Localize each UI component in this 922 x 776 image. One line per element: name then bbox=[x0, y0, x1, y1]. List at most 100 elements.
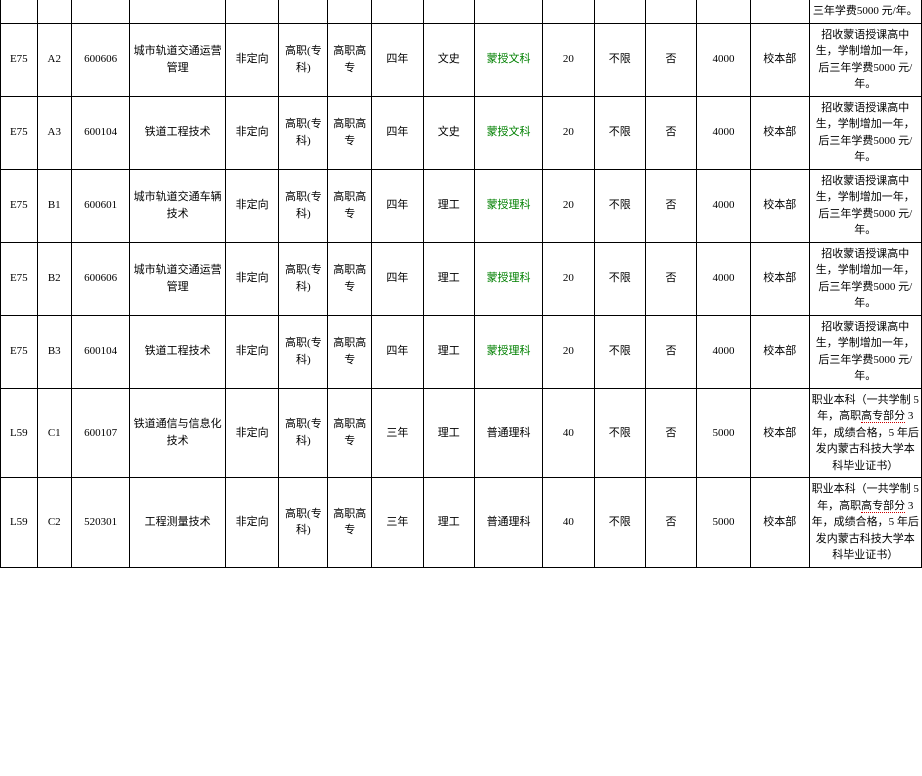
cell-fee: 4000 bbox=[697, 315, 751, 388]
enroll-subject-text: 蒙授理科 bbox=[487, 199, 531, 211]
enroll-subject-text: 蒙授理科 bbox=[487, 345, 531, 357]
cell-enroll-subject: 蒙授文科 bbox=[474, 23, 542, 96]
cell-major-name: 工程测量技术 bbox=[130, 478, 225, 568]
cell-major-name: 铁道通信与信息化技术 bbox=[130, 388, 225, 478]
cell-level: 高职(专科) bbox=[279, 388, 328, 478]
cell-limit: 不限 bbox=[594, 478, 645, 568]
cell-campus: 校本部 bbox=[750, 315, 809, 388]
cell-duration: 四年 bbox=[372, 96, 423, 169]
enroll-subject-text: 普通理科 bbox=[487, 427, 531, 439]
cell-duration: 四年 bbox=[372, 315, 423, 388]
cell-remark: 招收蒙语授课高中生，学制增加一年，后三年学费5000 元/年。 bbox=[809, 169, 921, 242]
cell-category: 高职高专 bbox=[328, 169, 372, 242]
cell-level: 高职(专科) bbox=[279, 315, 328, 388]
cell-seq: B2 bbox=[37, 242, 71, 315]
cell-flag: 否 bbox=[645, 478, 696, 568]
cell-orient: 非定向 bbox=[225, 96, 279, 169]
cell-duration: 三年 bbox=[372, 388, 423, 478]
cell-empty bbox=[645, 0, 696, 23]
cell-code: E75 bbox=[1, 242, 38, 315]
cell-major-name: 城市轨道交通运营管理 bbox=[130, 242, 225, 315]
cell-enroll-subject: 蒙授理科 bbox=[474, 242, 542, 315]
cell-limit: 不限 bbox=[594, 388, 645, 478]
cell-major-code: 520301 bbox=[71, 478, 130, 568]
cell-empty bbox=[423, 0, 474, 23]
cell-subject: 理工 bbox=[423, 478, 474, 568]
cell-duration: 四年 bbox=[372, 23, 423, 96]
cell-code: E75 bbox=[1, 96, 38, 169]
cell-limit: 不限 bbox=[594, 169, 645, 242]
cell-empty bbox=[697, 0, 751, 23]
cell-empty bbox=[594, 0, 645, 23]
table-row: E75B3600104铁道工程技术非定向高职(专科)高职高专四年理工蒙授理科20… bbox=[1, 315, 922, 388]
cell-category: 高职高专 bbox=[328, 23, 372, 96]
cell-count: 40 bbox=[543, 478, 594, 568]
cell-flag: 否 bbox=[645, 315, 696, 388]
table-row: E75A2600606城市轨道交通运营管理非定向高职(专科)高职高专四年文史蒙授… bbox=[1, 23, 922, 96]
cell-limit: 不限 bbox=[594, 23, 645, 96]
cell-empty bbox=[328, 0, 372, 23]
admission-table: 三年学费5000 元/年。E75A2600606城市轨道交通运营管理非定向高职(… bbox=[0, 0, 922, 568]
table-body: 三年学费5000 元/年。E75A2600606城市轨道交通运营管理非定向高职(… bbox=[1, 0, 922, 567]
cell-empty bbox=[71, 0, 130, 23]
cell-category: 高职高专 bbox=[328, 96, 372, 169]
cell-count: 20 bbox=[543, 169, 594, 242]
cell-level: 高职(专科) bbox=[279, 23, 328, 96]
cell-flag: 否 bbox=[645, 242, 696, 315]
enroll-subject-text: 蒙授文科 bbox=[487, 53, 531, 65]
cell-major-name: 铁道工程技术 bbox=[130, 96, 225, 169]
cell-major-name: 铁道工程技术 bbox=[130, 315, 225, 388]
cell-flag: 否 bbox=[645, 23, 696, 96]
cell-fee: 5000 bbox=[697, 388, 751, 478]
cell-remark: 职业本科（一共学制 5 年，高职高专部分 3 年，成绩合格，5 年后发内蒙古科技… bbox=[809, 388, 921, 478]
cell-orient: 非定向 bbox=[225, 23, 279, 96]
cell-limit: 不限 bbox=[594, 315, 645, 388]
cell-empty bbox=[130, 0, 225, 23]
cell-fee: 4000 bbox=[697, 96, 751, 169]
cell-orient: 非定向 bbox=[225, 315, 279, 388]
table-row: L59C2520301工程测量技术非定向高职(专科)高职高专三年理工普通理科40… bbox=[1, 478, 922, 568]
cell-seq: A3 bbox=[37, 96, 71, 169]
cell-level: 高职(专科) bbox=[279, 96, 328, 169]
cell-enroll-subject: 蒙授理科 bbox=[474, 315, 542, 388]
cell-empty bbox=[225, 0, 279, 23]
cell-enroll-subject: 普通理科 bbox=[474, 478, 542, 568]
cell-remark: 招收蒙语授课高中生，学制增加一年，后三年学费5000 元/年。 bbox=[809, 315, 921, 388]
cell-code: L59 bbox=[1, 478, 38, 568]
cell-seq: B3 bbox=[37, 315, 71, 388]
cell-flag: 否 bbox=[645, 169, 696, 242]
cell-orient: 非定向 bbox=[225, 478, 279, 568]
cell-subject: 理工 bbox=[423, 242, 474, 315]
cell-major-code: 600606 bbox=[71, 23, 130, 96]
cell-enroll-subject: 普通理科 bbox=[474, 388, 542, 478]
cell-duration: 四年 bbox=[372, 242, 423, 315]
remark-underlined: 高专部分 bbox=[861, 500, 905, 513]
cell-major-name: 城市轨道交通车辆技术 bbox=[130, 169, 225, 242]
cell-limit: 不限 bbox=[594, 242, 645, 315]
remark-underlined: 高专部分 bbox=[861, 410, 905, 423]
cell-enroll-subject: 蒙授理科 bbox=[474, 169, 542, 242]
cell-campus: 校本部 bbox=[750, 242, 809, 315]
cell-empty bbox=[279, 0, 328, 23]
cell-empty bbox=[474, 0, 542, 23]
enroll-subject-text: 蒙授理科 bbox=[487, 272, 531, 284]
cell-orient: 非定向 bbox=[225, 169, 279, 242]
cell-major-code: 600104 bbox=[71, 315, 130, 388]
cell-category: 高职高专 bbox=[328, 242, 372, 315]
cell-campus: 校本部 bbox=[750, 96, 809, 169]
cell-level: 高职(专科) bbox=[279, 478, 328, 568]
cell-subject: 理工 bbox=[423, 169, 474, 242]
cell-duration: 四年 bbox=[372, 169, 423, 242]
table-row: E75B1600601城市轨道交通车辆技术非定向高职(专科)高职高专四年理工蒙授… bbox=[1, 169, 922, 242]
cell-fee: 4000 bbox=[697, 242, 751, 315]
cell-enroll-subject: 蒙授文科 bbox=[474, 96, 542, 169]
cell-campus: 校本部 bbox=[750, 388, 809, 478]
cell-seq: C2 bbox=[37, 478, 71, 568]
cell-seq: C1 bbox=[37, 388, 71, 478]
cell-empty bbox=[750, 0, 809, 23]
enroll-subject-text: 普通理科 bbox=[487, 516, 531, 528]
cell-level: 高职(专科) bbox=[279, 242, 328, 315]
cell-remark: 招收蒙语授课高中生，学制增加一年，后三年学费5000 元/年。 bbox=[809, 23, 921, 96]
cell-remark: 招收蒙语授课高中生，学制增加一年，后三年学费5000 元/年。 bbox=[809, 242, 921, 315]
cell-count: 20 bbox=[543, 23, 594, 96]
